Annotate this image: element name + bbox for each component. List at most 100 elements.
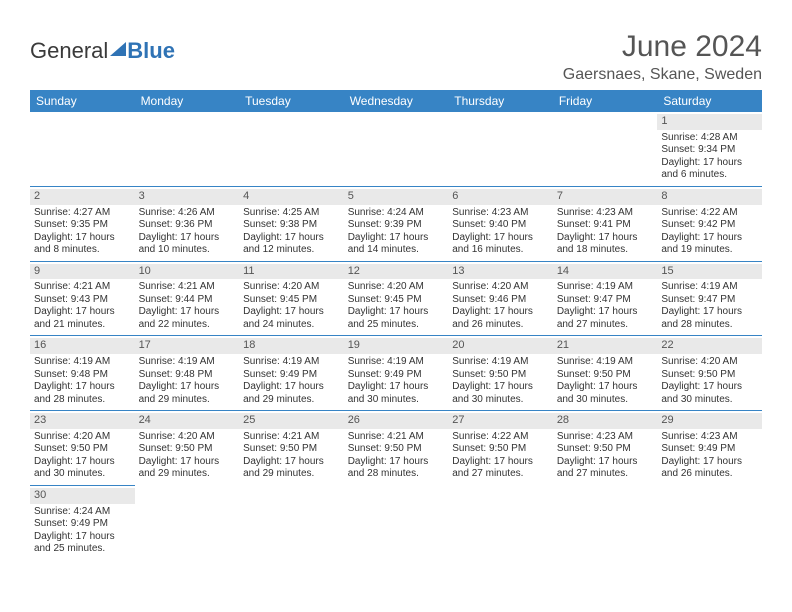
day-number: 19 — [344, 338, 449, 354]
calendar-cell — [30, 112, 135, 186]
day-number: 15 — [657, 264, 762, 280]
daylight-text: Daylight: 17 hours — [34, 381, 131, 394]
day-number: 24 — [135, 413, 240, 429]
sunrise-text: Sunrise: 4:26 AM — [139, 207, 236, 220]
sunrise-text: Sunrise: 4:19 AM — [452, 356, 549, 369]
daylight-text: and 14 minutes. — [348, 244, 445, 257]
daylight-text: Daylight: 17 hours — [34, 531, 131, 544]
sunrise-text: Sunrise: 4:21 AM — [348, 431, 445, 444]
daylight-text: and 24 minutes. — [243, 319, 340, 332]
sunset-text: Sunset: 9:49 PM — [34, 518, 131, 531]
location: Gaersnaes, Skane, Sweden — [563, 66, 762, 84]
day-number: 7 — [553, 189, 658, 205]
daylight-text: and 22 minutes. — [139, 319, 236, 332]
day-number: 28 — [553, 413, 658, 429]
daylight-text: and 25 minutes. — [348, 319, 445, 332]
daylight-text: and 21 minutes. — [34, 319, 131, 332]
daylight-text: and 30 minutes. — [661, 394, 758, 407]
daylight-text: and 28 minutes. — [661, 319, 758, 332]
daylight-text: Daylight: 17 hours — [243, 232, 340, 245]
sunset-text: Sunset: 9:49 PM — [348, 369, 445, 382]
daylight-text: and 28 minutes. — [34, 394, 131, 407]
daylight-text: Daylight: 17 hours — [661, 456, 758, 469]
calendar-cell: 9Sunrise: 4:21 AMSunset: 9:43 PMDaylight… — [30, 261, 135, 336]
daylight-text: and 29 minutes. — [243, 394, 340, 407]
calendar-cell — [135, 485, 240, 559]
daylight-text: Daylight: 17 hours — [348, 381, 445, 394]
daylight-text: Daylight: 17 hours — [661, 381, 758, 394]
sunrise-text: Sunrise: 4:19 AM — [348, 356, 445, 369]
calendar-cell: 5Sunrise: 4:24 AMSunset: 9:39 PMDaylight… — [344, 186, 449, 261]
day-number: 29 — [657, 413, 762, 429]
calendar-table: Sunday Monday Tuesday Wednesday Thursday… — [30, 90, 762, 560]
sunset-text: Sunset: 9:49 PM — [661, 443, 758, 456]
day-number: 4 — [239, 189, 344, 205]
day-number: 5 — [344, 189, 449, 205]
sunrise-text: Sunrise: 4:20 AM — [661, 356, 758, 369]
calendar-cell: 18Sunrise: 4:19 AMSunset: 9:49 PMDayligh… — [239, 336, 344, 411]
calendar-cell — [239, 112, 344, 186]
calendar-cell: 1Sunrise: 4:28 AMSunset: 9:34 PMDaylight… — [657, 112, 762, 186]
daylight-text: and 26 minutes. — [661, 468, 758, 481]
calendar-cell: 3Sunrise: 4:26 AMSunset: 9:36 PMDaylight… — [135, 186, 240, 261]
sunrise-text: Sunrise: 4:22 AM — [661, 207, 758, 220]
sunset-text: Sunset: 9:50 PM — [452, 369, 549, 382]
sunset-text: Sunset: 9:44 PM — [139, 294, 236, 307]
sunrise-text: Sunrise: 4:19 AM — [557, 356, 654, 369]
daylight-text: and 27 minutes. — [557, 468, 654, 481]
calendar-row: 16Sunrise: 4:19 AMSunset: 9:48 PMDayligh… — [30, 336, 762, 411]
sunset-text: Sunset: 9:46 PM — [452, 294, 549, 307]
sunrise-text: Sunrise: 4:22 AM — [452, 431, 549, 444]
sunset-text: Sunset: 9:48 PM — [34, 369, 131, 382]
calendar-cell — [553, 485, 658, 559]
calendar-cell: 11Sunrise: 4:20 AMSunset: 9:45 PMDayligh… — [239, 261, 344, 336]
daylight-text: and 8 minutes. — [34, 244, 131, 257]
sunset-text: Sunset: 9:35 PM — [34, 219, 131, 232]
day-number: 13 — [448, 264, 553, 280]
daylight-text: and 30 minutes. — [557, 394, 654, 407]
daylight-text: Daylight: 17 hours — [34, 456, 131, 469]
calendar-cell: 8Sunrise: 4:22 AMSunset: 9:42 PMDaylight… — [657, 186, 762, 261]
day-number: 25 — [239, 413, 344, 429]
daylight-text: and 18 minutes. — [557, 244, 654, 257]
daylight-text: Daylight: 17 hours — [557, 381, 654, 394]
day-number: 26 — [344, 413, 449, 429]
daylight-text: and 16 minutes. — [452, 244, 549, 257]
weekday-header: Wednesday — [344, 90, 449, 112]
sunrise-text: Sunrise: 4:24 AM — [34, 506, 131, 519]
brand-part2: Blue — [127, 38, 175, 64]
daylight-text: Daylight: 17 hours — [139, 381, 236, 394]
sunrise-text: Sunrise: 4:19 AM — [243, 356, 340, 369]
daylight-text: Daylight: 17 hours — [557, 456, 654, 469]
daylight-text: Daylight: 17 hours — [139, 232, 236, 245]
calendar-row: 30Sunrise: 4:24 AMSunset: 9:49 PMDayligh… — [30, 485, 762, 559]
day-number: 2 — [30, 189, 135, 205]
daylight-text: and 29 minutes. — [139, 394, 236, 407]
sunset-text: Sunset: 9:41 PM — [557, 219, 654, 232]
sunset-text: Sunset: 9:50 PM — [557, 369, 654, 382]
daylight-text: and 30 minutes. — [452, 394, 549, 407]
sunset-text: Sunset: 9:50 PM — [34, 443, 131, 456]
sunset-text: Sunset: 9:38 PM — [243, 219, 340, 232]
day-number: 3 — [135, 189, 240, 205]
day-number: 16 — [30, 338, 135, 354]
daylight-text: and 30 minutes. — [34, 468, 131, 481]
daylight-text: Daylight: 17 hours — [557, 232, 654, 245]
daylight-text: Daylight: 17 hours — [34, 306, 131, 319]
day-number: 11 — [239, 264, 344, 280]
title-block: June 2024 Gaersnaes, Skane, Sweden — [563, 30, 762, 84]
day-number: 10 — [135, 264, 240, 280]
calendar-cell — [239, 485, 344, 559]
calendar-cell: 4 Sunrise: 4:25 AMSunset: 9:38 PMDaylight… — [239, 186, 344, 261]
daylight-text: Daylight: 17 hours — [452, 456, 549, 469]
daylight-text: and 27 minutes. — [452, 468, 549, 481]
daylight-text: and 6 minutes. — [661, 169, 758, 182]
day-number: 23 — [30, 413, 135, 429]
calendar-cell: 29Sunrise: 4:23 AMSunset: 9:49 PMDayligh… — [657, 411, 762, 486]
calendar-cell — [448, 485, 553, 559]
sunrise-text: Sunrise: 4:20 AM — [34, 431, 131, 444]
daylight-text: Daylight: 17 hours — [139, 306, 236, 319]
sunrise-text: Sunrise: 4:25 AM — [243, 207, 340, 220]
calendar-row: 1Sunrise: 4:28 AMSunset: 9:34 PMDaylight… — [30, 112, 762, 186]
day-number: 12 — [344, 264, 449, 280]
